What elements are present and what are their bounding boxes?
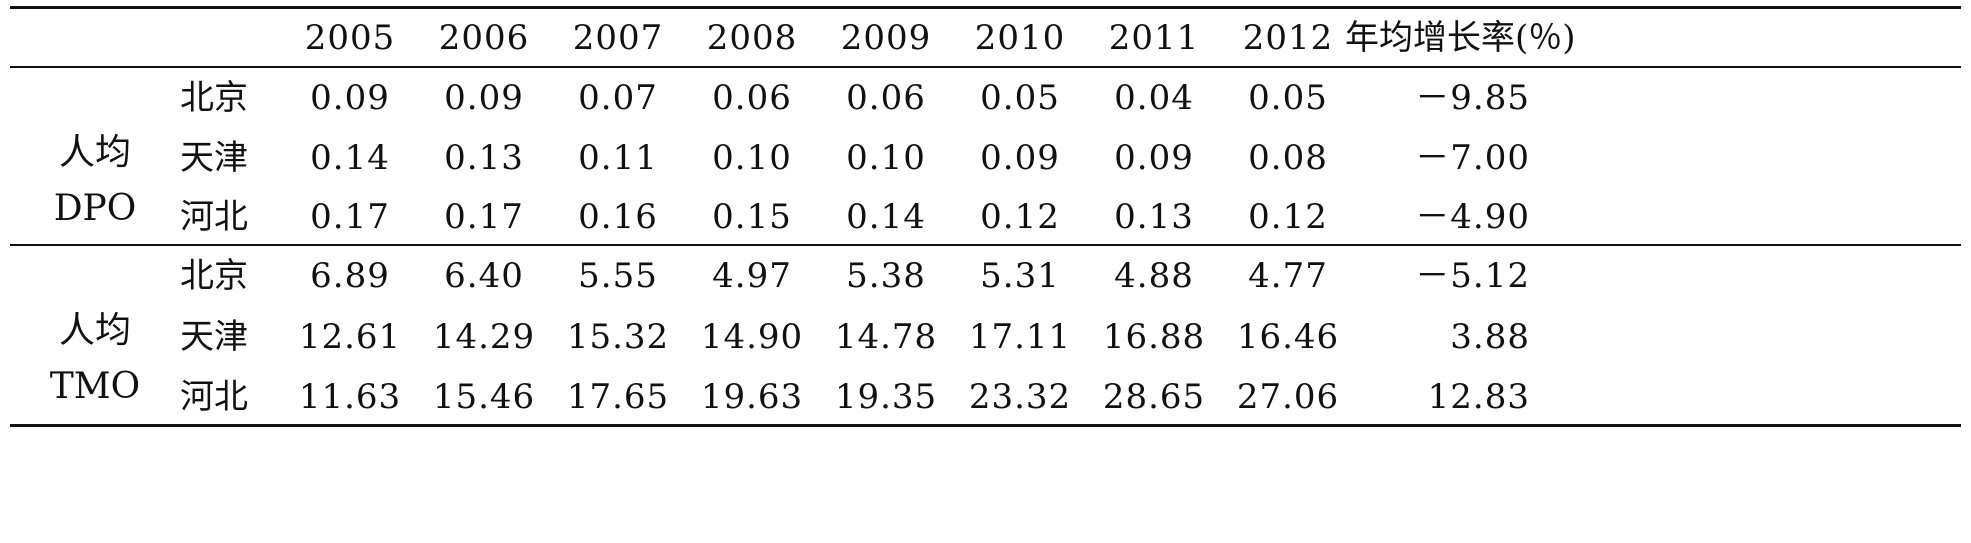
top-rule (10, 6, 1961, 9)
header-growth-rate: 年均增长率(％) (1345, 18, 1576, 58)
value-cell: 16.46 (1236, 317, 1340, 357)
value-cell: 0.14 (846, 197, 926, 237)
value-cell: 0.13 (444, 138, 524, 178)
value-cell: 14.90 (700, 317, 804, 357)
header-year: 2005 (304, 18, 396, 58)
value-cell: 17.11 (968, 317, 1072, 357)
growth-cell: －4.90 (1415, 197, 1530, 237)
growth-cell: －9.85 (1415, 78, 1530, 118)
value-cell: 0.05 (1248, 78, 1328, 118)
value-cell: 5.31 (980, 256, 1060, 296)
region-cell: 河北 (180, 377, 248, 417)
group-label-line1: 人均 (58, 132, 131, 173)
value-cell: 19.35 (834, 377, 938, 417)
value-cell: 17.65 (566, 377, 670, 417)
value-cell: 0.13 (1114, 197, 1194, 237)
value-cell: 0.16 (578, 197, 658, 237)
value-cell: 0.09 (444, 78, 524, 118)
value-cell: 0.04 (1114, 78, 1194, 118)
value-cell: 0.09 (310, 78, 390, 118)
value-cell: 0.06 (846, 78, 926, 118)
value-cell: 23.32 (968, 377, 1072, 417)
group-label-dpo: 人均 DPO (40, 125, 150, 237)
value-cell: 0.07 (578, 78, 658, 118)
value-cell: 5.38 (846, 256, 926, 296)
header-year: 2011 (1108, 18, 1200, 58)
value-cell: 0.14 (310, 138, 390, 178)
header-rule (10, 66, 1961, 68)
value-cell: 6.89 (310, 256, 390, 296)
value-cell: 0.12 (980, 197, 1060, 237)
value-cell: 0.09 (1114, 138, 1194, 178)
value-cell: 0.09 (980, 138, 1060, 178)
value-cell: 12.61 (298, 317, 402, 357)
growth-cell: 12.83 (1427, 377, 1530, 417)
value-cell: 0.05 (980, 78, 1060, 118)
header-year: 2006 (438, 18, 530, 58)
bottom-rule (10, 424, 1961, 427)
value-cell: 15.46 (432, 377, 536, 417)
value-cell: 15.32 (566, 317, 670, 357)
value-cell: 27.06 (1236, 377, 1340, 417)
value-cell: 0.12 (1248, 197, 1328, 237)
region-cell: 北京 (180, 256, 248, 296)
growth-cell: 3.88 (1450, 317, 1530, 357)
region-cell: 北京 (180, 78, 248, 118)
value-cell: 19.63 (700, 377, 804, 417)
value-cell: 14.29 (432, 317, 536, 357)
value-cell: 4.88 (1114, 256, 1194, 296)
header-year: 2010 (974, 18, 1066, 58)
header-year: 2008 (706, 18, 798, 58)
value-cell: 0.10 (846, 138, 926, 178)
region-cell: 河北 (180, 197, 248, 237)
value-cell: 5.55 (578, 256, 658, 296)
header-year: 2009 (840, 18, 932, 58)
value-cell: 0.10 (712, 138, 792, 178)
value-cell: 0.17 (444, 197, 524, 237)
value-cell: 0.06 (712, 78, 792, 118)
growth-cell: －7.00 (1415, 138, 1530, 178)
group-label-tmo: 人均 TMO (40, 303, 150, 415)
value-cell: 28.65 (1102, 377, 1206, 417)
group-separator-rule (10, 244, 1961, 246)
group-label-line2: DPO (53, 188, 137, 229)
region-cell: 天津 (180, 138, 248, 178)
header-year: 2007 (572, 18, 664, 58)
value-cell: 0.11 (578, 138, 658, 178)
value-cell: 4.77 (1248, 256, 1328, 296)
value-cell: 16.88 (1102, 317, 1206, 357)
value-cell: 11.63 (298, 377, 402, 417)
header-year: 2012 (1242, 18, 1334, 58)
value-cell: 0.08 (1248, 138, 1328, 178)
value-cell: 6.40 (444, 256, 524, 296)
group-label-line1: 人均 (58, 310, 131, 351)
value-cell: 14.78 (834, 317, 938, 357)
region-cell: 天津 (180, 317, 248, 357)
value-cell: 0.15 (712, 197, 792, 237)
growth-cell: －5.12 (1415, 256, 1530, 296)
value-cell: 4.97 (712, 256, 792, 296)
value-cell: 0.17 (310, 197, 390, 237)
group-label-line2: TMO (49, 366, 141, 407)
